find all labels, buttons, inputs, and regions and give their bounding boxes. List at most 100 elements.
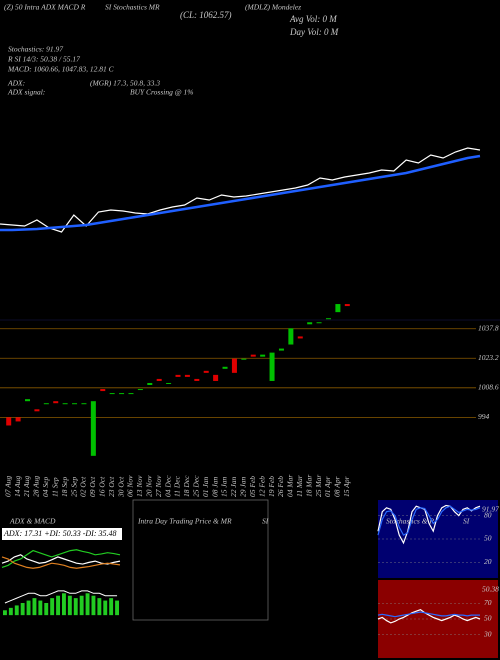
candle bbox=[109, 393, 115, 395]
x-tick-label: 30 Oct bbox=[116, 476, 125, 498]
series-line bbox=[377, 608, 481, 624]
x-tick-label: 21 Aug bbox=[22, 475, 31, 497]
header-left: (Z) 50 Intra ADX MACD R bbox=[4, 3, 86, 12]
x-tick-label: 23 Oct bbox=[107, 476, 116, 497]
candle bbox=[316, 322, 322, 324]
candle bbox=[260, 354, 266, 357]
x-tick-label: 04 Mar bbox=[286, 475, 295, 497]
candle bbox=[213, 374, 219, 381]
candle bbox=[147, 382, 153, 385]
y-tick-label: 1023.2 bbox=[478, 353, 499, 362]
macd-bar bbox=[14, 605, 19, 616]
macd-bar bbox=[97, 598, 102, 616]
x-tick-label: 26 Feb bbox=[276, 476, 285, 497]
macd-bar bbox=[91, 595, 96, 616]
candle bbox=[81, 403, 87, 405]
candle bbox=[137, 389, 143, 391]
x-tick-label: 15 Apr bbox=[342, 476, 351, 497]
x-tick-label: 13 Nov bbox=[135, 475, 144, 497]
series-line bbox=[1, 556, 121, 569]
macd-bar bbox=[38, 600, 43, 616]
y-tick-label: 80 bbox=[484, 510, 492, 519]
header-right: (MDLZ) Mondelez bbox=[245, 3, 301, 12]
x-tick-label: 18 Dec bbox=[182, 475, 191, 497]
y-tick-label: 1008.6 bbox=[478, 383, 499, 392]
x-tick-label: 11 Mar bbox=[295, 475, 304, 497]
series-line bbox=[0, 154, 481, 232]
x-tick-label: 09 Oct bbox=[88, 476, 97, 497]
candle bbox=[307, 322, 313, 325]
adx-values: (MGR) 17.3, 50.8, 33.3 bbox=[90, 79, 160, 88]
macd-bar bbox=[109, 598, 114, 616]
candle bbox=[128, 393, 134, 395]
candle bbox=[175, 374, 181, 377]
label-box bbox=[2, 528, 122, 540]
macd-bar bbox=[115, 600, 119, 616]
x-tick-label: 18 Mar bbox=[304, 475, 313, 497]
x-tick-label: 02 Oct bbox=[79, 476, 88, 497]
series-line bbox=[377, 611, 480, 618]
macd: MACD: 1060.66, 1047.83, 12.81 C bbox=[7, 65, 115, 74]
candle bbox=[184, 374, 190, 377]
x-tick-label: 28 Aug bbox=[32, 475, 41, 497]
candle bbox=[335, 304, 341, 313]
y-tick-label: 50 bbox=[484, 614, 492, 623]
x-tick-label: 08 Jan bbox=[210, 477, 219, 497]
panel-label: 50.38 bbox=[482, 585, 499, 594]
macd-bar bbox=[3, 610, 7, 616]
candle bbox=[34, 409, 40, 412]
candle bbox=[119, 393, 125, 395]
candle bbox=[269, 352, 275, 381]
panel-frame bbox=[132, 499, 269, 621]
x-tick-label: 22 Jan bbox=[229, 477, 238, 497]
x-tick-label: 19 Feb bbox=[267, 476, 276, 497]
y-tick-label: 20 bbox=[484, 557, 492, 566]
x-tick-label: 15 Jan bbox=[220, 477, 229, 497]
macd-bar bbox=[50, 598, 55, 616]
macd-bar bbox=[79, 595, 84, 616]
series-line bbox=[1, 549, 121, 568]
header-close: (CL: 1062.57) bbox=[180, 10, 232, 20]
rsi: R SI 14/3: 50.38 / 55.17 bbox=[7, 55, 80, 64]
header-middle: SI Stochastics MR bbox=[105, 3, 160, 12]
candle bbox=[250, 354, 256, 357]
x-tick-label: 20 Nov bbox=[145, 475, 154, 497]
candle bbox=[53, 401, 59, 404]
macd-bar bbox=[26, 600, 31, 616]
y-tick-label: 1037.8 bbox=[478, 323, 499, 332]
candle bbox=[25, 399, 31, 402]
macd-bar bbox=[103, 600, 108, 616]
avg-vol: Avg Vol: 0 M bbox=[289, 14, 337, 24]
x-tick-label: 11 Sep bbox=[50, 477, 59, 497]
y-tick-label: 70 bbox=[484, 598, 492, 607]
candle bbox=[156, 378, 162, 381]
x-tick-label: 16 Oct bbox=[97, 476, 106, 497]
x-tick-label: 01 Jan bbox=[201, 477, 210, 497]
y-tick-label: 50 bbox=[484, 534, 492, 543]
macd-bar bbox=[44, 603, 49, 616]
candle bbox=[43, 403, 49, 405]
candle bbox=[100, 389, 106, 392]
x-tick-label: 08 Apr bbox=[333, 476, 342, 497]
candle bbox=[325, 318, 331, 320]
x-tick-label: 29 Jan bbox=[239, 477, 248, 497]
macd-bar bbox=[32, 598, 37, 616]
candle bbox=[203, 370, 209, 373]
candle bbox=[194, 378, 200, 381]
x-tick-label: 05 Feb bbox=[248, 476, 257, 497]
macd-bar bbox=[85, 593, 90, 616]
x-tick-label: 14 Aug bbox=[13, 475, 22, 497]
candle bbox=[278, 348, 284, 351]
series-line bbox=[377, 504, 481, 545]
candle bbox=[222, 366, 228, 369]
adx: ADX: bbox=[7, 79, 25, 88]
candle bbox=[166, 382, 172, 384]
candle bbox=[344, 304, 350, 307]
x-tick-label: 27 Nov bbox=[154, 475, 163, 497]
day-vol: Day Vol: 0 M bbox=[289, 27, 339, 37]
candle bbox=[72, 403, 78, 405]
x-tick-label: 25 Dec bbox=[192, 475, 201, 497]
panel-label: ADX: 17.31 +DI: 50.33 -DI: 35.48 bbox=[3, 529, 117, 538]
x-tick-label: 12 Feb bbox=[257, 476, 266, 497]
panel-title: Intra Day Trading Price & MR bbox=[137, 517, 232, 526]
